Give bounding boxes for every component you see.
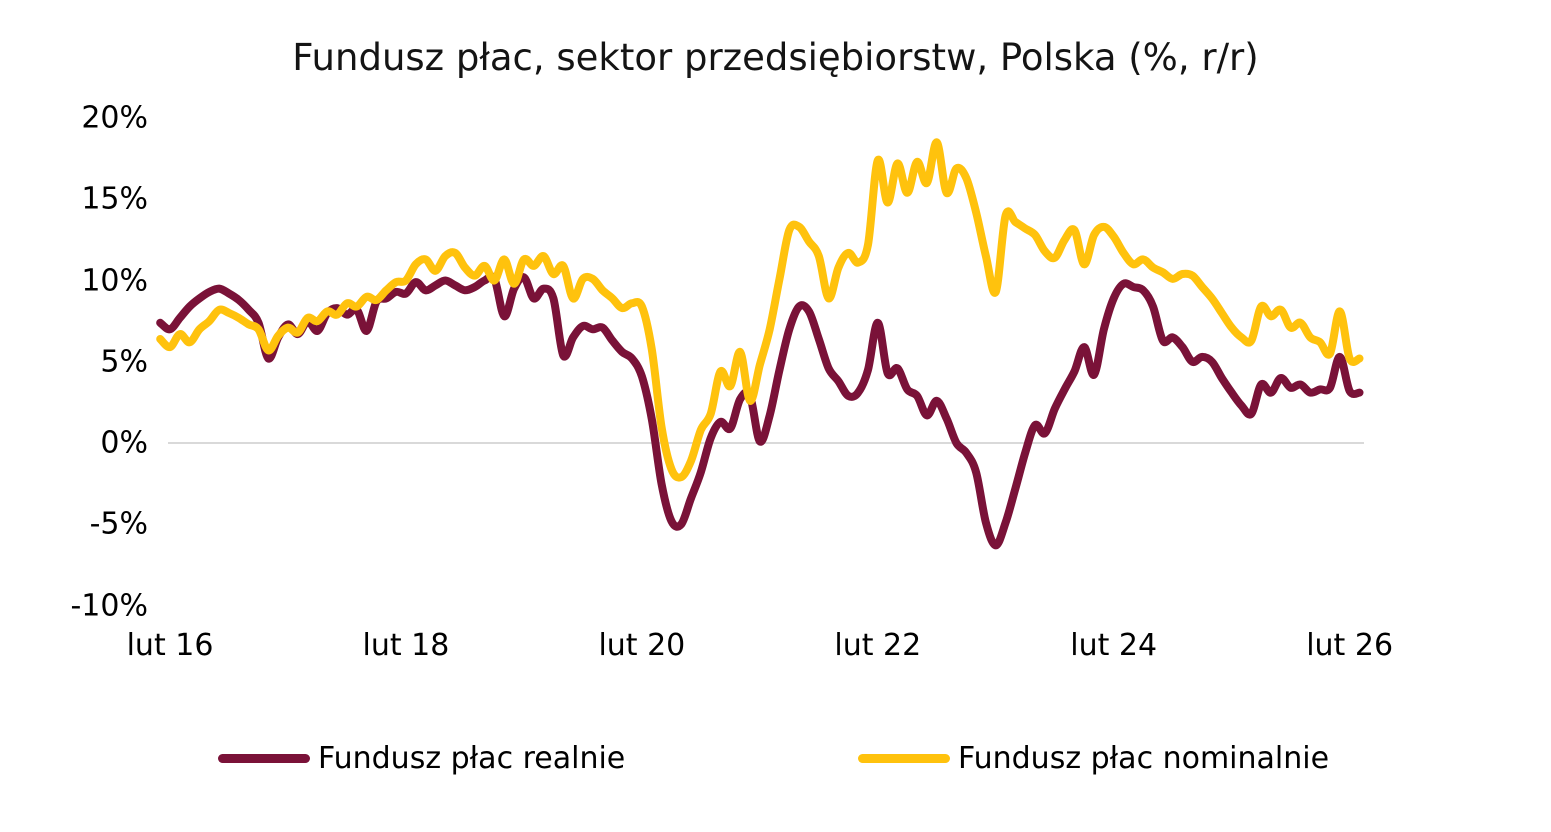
y-tick-label: 5% [100,344,148,380]
x-tick-label: lut 20 [598,628,686,663]
y-tick-label: 15% [81,181,148,217]
y-tick-label: 0% [100,425,148,461]
legend-label-realnie: Fundusz płac realnie [318,740,626,776]
legend-item-realnie: Fundusz płac realnie [218,740,625,776]
x-tick-label: lut 26 [1306,628,1394,663]
x-tick-label: lut 18 [362,628,450,663]
y-tick-label: 10% [81,263,148,298]
y-tick-label: -10% [70,588,148,623]
legend-item-nominalnie: Fundusz płac nominalnie [858,740,1329,776]
series-line-nominalnie [156,138,1364,482]
chart-title: Fundusz płac, sektor przedsiębiorstw, Po… [292,36,1259,79]
x-tick-label: lut 16 [126,628,214,663]
legend-swatch-realnie-icon [218,753,310,763]
x-tick-label: lut 22 [834,628,922,663]
y-tick-label: -5% [89,506,148,542]
legend-label-nominalnie: Fundusz płac nominalnie [958,740,1330,776]
y-tick-label: 20% [81,100,148,136]
x-tick-label: lut 24 [1070,628,1158,663]
series-line-realnie [156,272,1364,550]
legend-swatch-nominalnie-icon [858,753,950,763]
